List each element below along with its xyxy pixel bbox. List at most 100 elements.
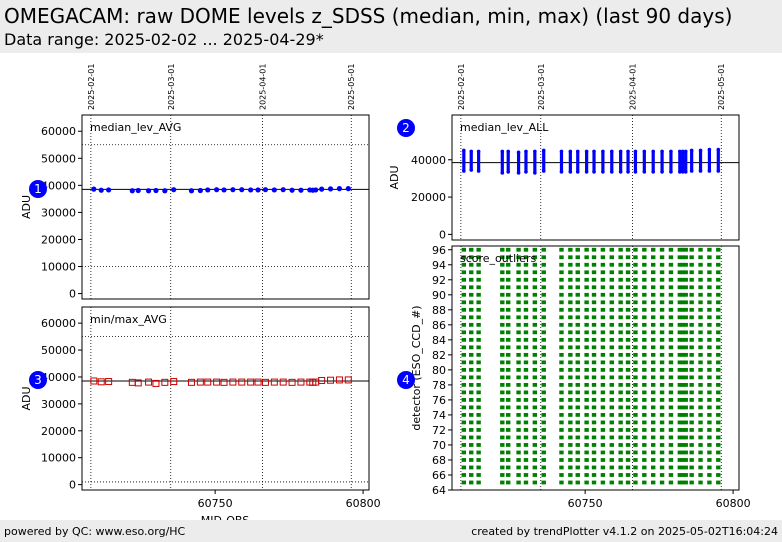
outlier-mark	[659, 420, 665, 425]
outlier-mark	[523, 480, 529, 485]
outlier-mark	[683, 322, 688, 327]
outlier-mark	[716, 247, 721, 252]
outlier-mark	[707, 473, 712, 477]
outlier-mark	[523, 345, 529, 350]
outlier-mark	[469, 443, 474, 447]
y-tick-label: 84	[432, 334, 446, 347]
outlier-mark	[716, 367, 721, 372]
outlier-mark	[461, 345, 467, 350]
outlier-mark	[609, 292, 614, 297]
outlier-mark	[568, 465, 573, 470]
panel-badge-number: 2	[402, 121, 410, 135]
outlier-mark	[650, 255, 656, 260]
outlier-mark	[461, 405, 467, 410]
data-point	[716, 169, 721, 173]
outlier-mark	[609, 337, 614, 342]
outlier-mark	[618, 322, 623, 327]
outlier-mark	[461, 390, 467, 395]
panel-median-lev-avg: 2025-02-01 2025-03-01 2025-04-01 2025-05-01…	[20, 64, 370, 301]
data-point	[261, 378, 269, 386]
outlier-mark	[683, 255, 688, 260]
outlier-mark	[716, 458, 721, 462]
outlier-mark	[575, 360, 580, 365]
outlier-mark	[689, 247, 694, 252]
outlier-mark	[683, 420, 688, 425]
outlier-mark	[469, 300, 474, 305]
outlier-mark	[689, 382, 694, 387]
outlier-mark	[591, 450, 597, 455]
outlier-mark	[642, 405, 647, 410]
outlier-mark	[523, 277, 529, 282]
outlier-mark	[677, 270, 683, 275]
outlier-mark	[516, 285, 521, 290]
outlier-mark	[600, 322, 606, 327]
outlier-mark	[575, 292, 580, 297]
outlier-mark	[625, 330, 631, 335]
panel-label: median_lev_ALL	[460, 121, 549, 134]
y-tick-label: 66	[432, 469, 446, 482]
outlier-mark	[469, 413, 474, 417]
data-point	[680, 149, 685, 154]
outlier-mark	[659, 322, 665, 327]
outlier-mark	[541, 428, 546, 432]
outlier-mark	[609, 382, 614, 387]
outlier-mark	[575, 375, 580, 380]
outlier-mark	[500, 390, 505, 395]
outlier-mark	[516, 307, 521, 312]
data-point	[707, 147, 712, 152]
data-point	[626, 149, 630, 154]
y-tick-label: 10000	[41, 452, 76, 465]
data-point	[145, 378, 153, 386]
outlier-mark	[659, 255, 665, 260]
y-tick-label: 78	[432, 379, 446, 392]
outlier-mark	[618, 352, 623, 357]
date-tick-label: 2025-05-01	[347, 64, 356, 111]
outlier-mark	[716, 420, 721, 425]
outlier-mark	[476, 382, 481, 387]
outlier-mark	[707, 247, 712, 252]
outlier-mark	[689, 300, 694, 305]
outlier-mark	[668, 330, 674, 335]
outlier-mark	[642, 277, 647, 282]
outlier-mark	[523, 337, 529, 342]
outlier-mark	[650, 285, 656, 290]
header-bar	[0, 0, 782, 53]
outlier-mark	[650, 480, 656, 485]
outlier-mark	[532, 413, 538, 417]
outlier-mark	[680, 480, 685, 485]
outlier-mark	[532, 247, 538, 252]
outlier-mark	[541, 255, 546, 260]
outlier-mark	[591, 360, 597, 365]
outlier-mark	[568, 300, 573, 305]
outlier-mark	[500, 330, 505, 335]
outlier-mark	[625, 443, 631, 447]
outlier-mark	[568, 435, 573, 440]
outlier-mark	[698, 337, 703, 342]
outlier-mark	[506, 322, 511, 327]
panel-badge-number: 1	[34, 182, 42, 196]
outlier-mark	[461, 262, 467, 267]
axes-frame	[81, 114, 370, 300]
data-point	[313, 187, 319, 193]
outlier-mark	[633, 285, 638, 290]
outlier-mark	[532, 458, 538, 462]
outlier-mark	[698, 413, 703, 417]
outlier-mark	[716, 428, 721, 432]
outlier-mark	[650, 307, 656, 312]
outlier-mark	[677, 322, 683, 327]
outlier-mark	[541, 300, 546, 305]
data-point	[592, 149, 596, 154]
outlier-mark	[668, 360, 674, 365]
outlier-mark	[461, 307, 467, 312]
outlier-mark	[541, 405, 546, 410]
outlier-mark	[541, 420, 546, 425]
outlier-mark	[668, 322, 674, 327]
outlier-mark	[716, 322, 721, 327]
outlier-mark	[677, 428, 683, 432]
outlier-mark	[680, 420, 685, 425]
data-point	[327, 186, 334, 192]
outlier-mark	[506, 382, 511, 387]
page-title: OMEGACAM: raw DOME levels z_SDSS (median…	[4, 4, 733, 28]
outlier-mark	[680, 428, 685, 432]
outlier-mark	[506, 480, 511, 485]
